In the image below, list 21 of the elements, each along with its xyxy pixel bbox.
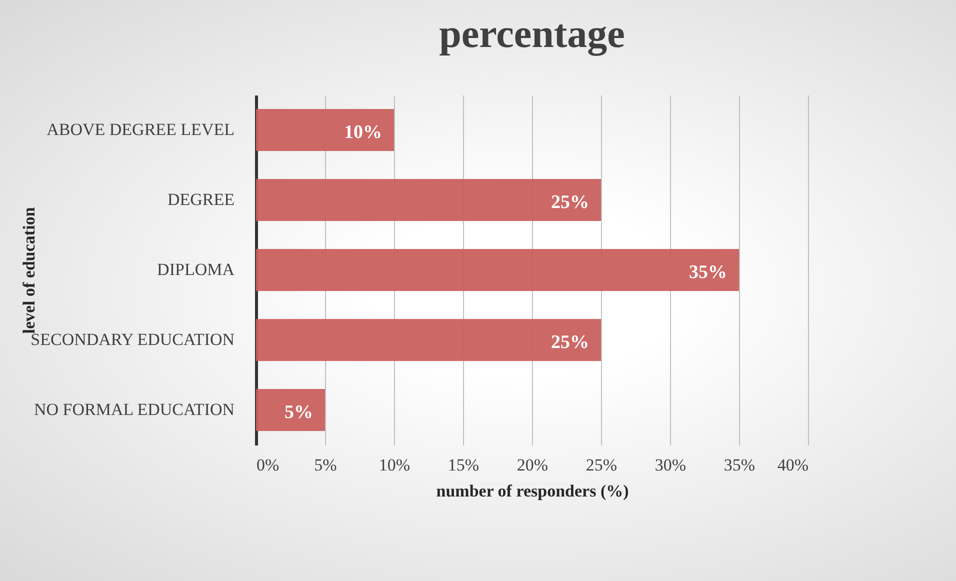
data-label: 10% bbox=[344, 122, 382, 143]
data-label: 35% bbox=[689, 262, 727, 283]
y-tick-label: DEGREE bbox=[167, 190, 234, 209]
y-tick-label: DIPLOMA bbox=[157, 260, 236, 279]
x-tick-label: 10% bbox=[378, 456, 410, 474]
x-tick-label: 5% bbox=[314, 456, 337, 474]
x-tick-label: 35% bbox=[724, 456, 756, 474]
y-tick-label: ABOVE DEGREE LEVEL bbox=[46, 120, 234, 139]
data-label: 25% bbox=[551, 332, 589, 353]
x-tick-label: 15% bbox=[448, 456, 480, 474]
x-tick-label: 25% bbox=[586, 456, 618, 474]
chart-title: percentage bbox=[439, 11, 625, 56]
y-tick-label: NO FORMAL EDUCATION bbox=[34, 400, 234, 419]
x-tick-label: 20% bbox=[516, 456, 548, 474]
x-axis-title: number of responders (%) bbox=[436, 482, 629, 500]
y-axis-title: level of education bbox=[20, 206, 38, 334]
data-label: 25% bbox=[551, 192, 589, 213]
x-tick-label: 0% bbox=[256, 456, 280, 474]
data-label: 5% bbox=[284, 402, 313, 423]
x-tick-label: 40% bbox=[777, 456, 808, 474]
x-tick-label: 30% bbox=[654, 456, 686, 474]
